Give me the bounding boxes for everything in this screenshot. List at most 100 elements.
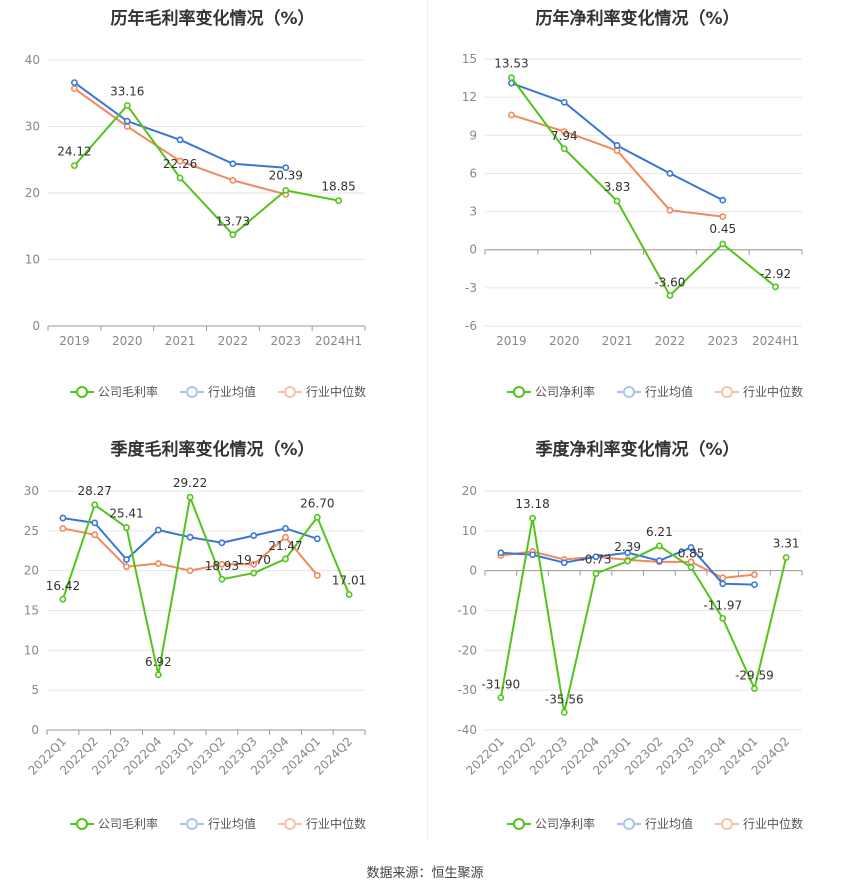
- data-label: 0.85: [678, 546, 705, 560]
- legend-item-company[interactable]: 公司毛利率: [70, 383, 158, 400]
- y-tick-label: 0: [469, 243, 477, 257]
- data-label: 21.47: [268, 539, 302, 553]
- x-tick-label: 2023: [707, 334, 738, 348]
- data-point: [560, 145, 568, 153]
- chart-legend: 公司净利率 行业均值 行业中位数: [507, 815, 803, 832]
- data-label: 18.93: [205, 559, 239, 573]
- legend-label: 行业均值: [208, 817, 257, 831]
- data-label: 33.16: [110, 84, 144, 98]
- data-point: [218, 575, 226, 583]
- data-point: [497, 694, 505, 702]
- chart-panel-quarterly-net-margin: 季度净利率变化情况（%） -40 -30 -20 -10 0 10 20 2022Q1 2022…: [425, 430, 850, 850]
- data-label: 24.12: [57, 145, 91, 159]
- data-point: [313, 572, 321, 579]
- legend-item-industry-avg[interactable]: 行业均值: [180, 815, 256, 832]
- y-tick-label: 10: [24, 643, 39, 657]
- legend-item-company[interactable]: 公司净利率: [507, 383, 595, 400]
- series-line: [73, 81, 286, 169]
- data-point: [560, 559, 568, 567]
- y-tick-label: 6: [469, 166, 477, 180]
- legend-marker: [715, 817, 740, 830]
- data-label: 16.42: [46, 579, 80, 593]
- legend-item-company[interactable]: 公司毛利率: [70, 815, 158, 832]
- chart-legend: 公司毛利率 行业均值 行业中位数: [70, 815, 366, 832]
- chart-title: 历年毛利率变化情况（%）: [110, 9, 315, 29]
- data-label: -31.90: [482, 678, 521, 692]
- data-point: [751, 581, 758, 589]
- x-tick-label: 2023: [270, 334, 301, 348]
- legend-label: 行业中位数: [743, 385, 804, 399]
- data-point: [154, 560, 162, 567]
- legend-item-industry-median[interactable]: 行业中位数: [278, 815, 366, 832]
- legend-item-company[interactable]: 公司净利率: [507, 815, 595, 832]
- legend-marker: [70, 817, 94, 830]
- data-point: [123, 556, 130, 563]
- panel-divider: [427, 0, 428, 840]
- data-point: [666, 292, 674, 299]
- legend-item-industry-median[interactable]: 行业中位数: [715, 815, 803, 832]
- data-point: [751, 571, 758, 579]
- data-label: 13.53: [494, 57, 528, 71]
- data-point: [719, 574, 727, 582]
- data-point: [655, 542, 663, 550]
- chart-svg: -40-30-20-10010202022Q12022Q22022Q32022Q…: [457, 484, 803, 778]
- x-tick-label: 2019: [496, 334, 527, 348]
- y-tick-label: -20: [457, 643, 477, 657]
- legend-marker: [507, 817, 531, 830]
- y-tick-label: 10: [25, 253, 40, 267]
- y-tick-label: 3: [469, 205, 477, 219]
- x-tick-label: 2021: [165, 334, 196, 348]
- data-label: 28.27: [78, 484, 112, 498]
- data-label: 6.21: [646, 525, 673, 539]
- legend-marker: [180, 385, 205, 398]
- data-point: [687, 563, 695, 571]
- legend-item-industry-median[interactable]: 行业中位数: [278, 383, 366, 400]
- data-point: [529, 551, 536, 559]
- data-label: 2.39: [614, 540, 641, 554]
- data-point: [560, 128, 568, 135]
- data-point: [624, 557, 632, 565]
- x-tick-label: 2020: [112, 334, 143, 348]
- x-tick-label: 2019: [59, 334, 90, 348]
- data-point: [592, 570, 600, 577]
- y-tick-label: 12: [462, 90, 477, 104]
- data-point: [218, 560, 226, 568]
- data-point: [624, 549, 632, 557]
- legend-marker: [70, 385, 94, 398]
- x-tick-label: 2024H1: [315, 334, 362, 348]
- chart-panel-annual-net-margin: 历年净利率变化情况（%） -6 -3 0 3 6 9 12 15 2019 2020 2021 202…: [425, 0, 850, 420]
- data-point: [71, 85, 78, 92]
- y-tick-label: 0: [31, 723, 39, 737]
- legend-marker: [180, 817, 205, 830]
- data-point: [560, 98, 568, 106]
- data-point: [345, 591, 353, 598]
- y-tick-label: 20: [24, 564, 39, 578]
- chart-panel-annual-gross-margin: 历年毛利率变化情况（%） 0 10 20 30 40 2019 2020 2021 2022 20…: [0, 0, 425, 420]
- y-tick-label: 9: [469, 128, 477, 142]
- legend-item-industry-avg[interactable]: 行业均值: [180, 383, 256, 400]
- data-label: 25.41: [109, 507, 143, 521]
- data-label: 6.92: [145, 655, 172, 669]
- y-tick-label: 30: [25, 120, 40, 134]
- x-tick-label: 2020: [549, 334, 580, 348]
- x-tick-label: 2022: [655, 334, 686, 348]
- y-tick-label: 40: [25, 53, 40, 67]
- legend-marker: [278, 385, 303, 398]
- legend-item-industry-avg[interactable]: 行业均值: [617, 815, 693, 832]
- data-point: [123, 563, 130, 571]
- legend-item-industry-avg[interactable]: 行业均值: [617, 383, 693, 400]
- data-point: [282, 525, 289, 532]
- legend-label: 行业均值: [208, 385, 257, 399]
- legend-marker: [278, 817, 303, 830]
- data-point: [154, 671, 162, 679]
- data-label: 7.94: [551, 129, 578, 143]
- legend-item-industry-median[interactable]: 行业中位数: [715, 383, 803, 400]
- legend-label: 公司毛利率: [98, 817, 159, 831]
- legend-label: 行业中位数: [743, 817, 804, 831]
- data-point: [59, 595, 67, 603]
- data-point: [176, 157, 184, 165]
- data-label: 22.26: [163, 157, 197, 171]
- data-point: [613, 197, 621, 205]
- data-point: [282, 555, 289, 563]
- chart-title: 历年净利率变化情况（%）: [535, 9, 740, 29]
